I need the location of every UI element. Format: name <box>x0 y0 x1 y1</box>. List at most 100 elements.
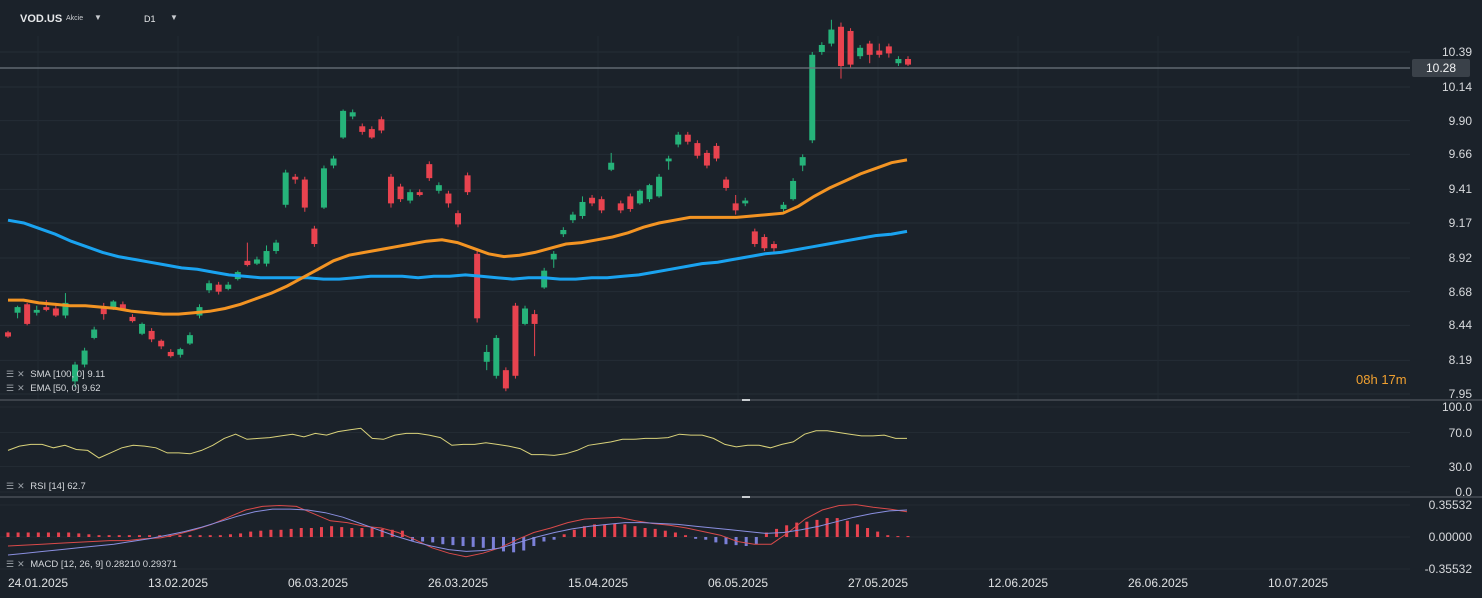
candle <box>292 173 299 184</box>
candle <box>14 305 21 319</box>
rsi-tick-label: 70.0 <box>1448 425 1472 440</box>
macd-bar <box>845 520 849 537</box>
macd-bar <box>582 526 586 537</box>
macd-bar <box>451 537 455 546</box>
date-tick-label: 06.03.2025 <box>288 576 349 590</box>
candle <box>378 116 385 134</box>
rsi-params: [14] <box>48 481 65 492</box>
caret-down-icon[interactable]: ▼ <box>170 13 178 22</box>
timeframe-label[interactable]: D1 <box>144 14 156 24</box>
macd-bar <box>532 537 536 547</box>
macd-bar <box>137 535 141 537</box>
indicator-settings-icon[interactable]: ☰ <box>6 559 15 569</box>
ema-line <box>8 158 908 316</box>
macd-bar <box>663 530 667 537</box>
rsi-line <box>7 427 907 459</box>
macd-bar <box>259 530 263 537</box>
rsi-grid <box>0 406 1410 493</box>
candle <box>301 176 308 212</box>
date-tick-label: 10.07.2025 <box>1268 576 1329 590</box>
ema-legend: ☰ ✕ EMA [50, 0] 9.62 <box>6 383 101 394</box>
candle <box>330 155 337 169</box>
macd-name: MACD <box>30 559 59 570</box>
candle <box>905 56 911 67</box>
macd-bar <box>289 528 293 537</box>
candle <box>435 182 442 194</box>
candle <box>5 330 11 338</box>
candle <box>24 302 31 326</box>
date-tick-label: 24.01.2025 <box>8 576 69 590</box>
macd-bar <box>603 524 607 537</box>
rsi-value: 62.7 <box>67 481 86 492</box>
price-tick-label: 10.14 <box>1441 80 1472 95</box>
date-tick-label: 26.06.2025 <box>1128 576 1189 590</box>
macd-bar <box>876 531 880 537</box>
indicator-settings-icon[interactable]: ☰ <box>6 481 15 491</box>
macd-bar <box>77 533 81 537</box>
candle <box>780 201 787 212</box>
candle <box>799 154 806 172</box>
macd-bar <box>815 519 819 537</box>
macd-bar <box>764 532 768 537</box>
indicator-remove-icon[interactable]: ✕ <box>17 383 25 393</box>
price-tick-label: 10.39 <box>1441 45 1472 59</box>
current-price-tag: 10.28 <box>1412 59 1470 77</box>
candle <box>416 189 423 197</box>
countdown-minutes: 17 <box>1381 372 1396 387</box>
candle <box>598 196 605 214</box>
candle <box>253 256 260 266</box>
candle <box>244 242 251 267</box>
candle <box>550 251 557 268</box>
macd-bar <box>299 527 303 537</box>
candle <box>139 322 146 336</box>
macd-bar <box>795 522 799 537</box>
price-tick-label: 8.44 <box>1448 318 1472 333</box>
caret-down-icon[interactable]: ▼ <box>94 13 102 22</box>
countdown-minutes-unit: m <box>1395 372 1407 387</box>
indicator-remove-icon[interactable]: ✕ <box>17 369 25 379</box>
candle <box>837 22 844 79</box>
candle <box>158 339 165 350</box>
date-tick-label: 15.04.2025 <box>568 576 629 590</box>
candle <box>43 300 50 312</box>
indicator-settings-icon[interactable]: ☰ <box>6 383 15 393</box>
price-grid <box>0 36 1410 400</box>
date-tick-label: 06.05.2025 <box>708 576 769 590</box>
indicator-remove-icon[interactable]: ✕ <box>17 481 25 491</box>
macd-tick-label: 0.35532 <box>1428 498 1472 512</box>
macd-bar <box>330 526 334 537</box>
candle <box>72 361 79 387</box>
pane-resize-handle[interactable] <box>742 399 750 401</box>
pane-resize-handle[interactable] <box>742 496 750 498</box>
macd-bar <box>694 537 698 539</box>
candle <box>790 178 797 201</box>
candle <box>263 245 270 267</box>
date-tick-label: 27.05.2025 <box>848 576 909 590</box>
macd-bar <box>704 537 708 540</box>
macd-bar <box>46 532 50 537</box>
sma-legend: ☰ ✕ SMA [100, 0] 9.11 <box>6 369 105 380</box>
macd-bar <box>785 525 789 537</box>
indicator-remove-icon[interactable]: ✕ <box>17 559 25 569</box>
candle <box>866 40 873 64</box>
macd-bar <box>471 537 475 547</box>
macd-bar <box>714 537 718 543</box>
macd-bar <box>633 526 637 537</box>
price-tick-label: 9.17 <box>1448 216 1472 230</box>
macd-bar <box>228 534 232 537</box>
indicator-settings-icon[interactable]: ☰ <box>6 369 15 379</box>
macd-bar <box>835 518 839 537</box>
candle <box>732 194 739 215</box>
macd-bar <box>16 532 20 537</box>
instrument-type-label[interactable]: Akcie <box>66 15 84 22</box>
macd-bar <box>239 533 243 537</box>
candle <box>847 28 854 68</box>
countdown-hours-unit: h <box>1370 372 1378 387</box>
candle <box>129 314 136 323</box>
symbol-label[interactable]: VOD.US <box>20 13 63 25</box>
macd-tick-label: 0.00000 <box>1428 530 1472 544</box>
candle <box>215 281 222 295</box>
macd-bar <box>886 535 890 537</box>
macd-bar <box>158 535 162 537</box>
